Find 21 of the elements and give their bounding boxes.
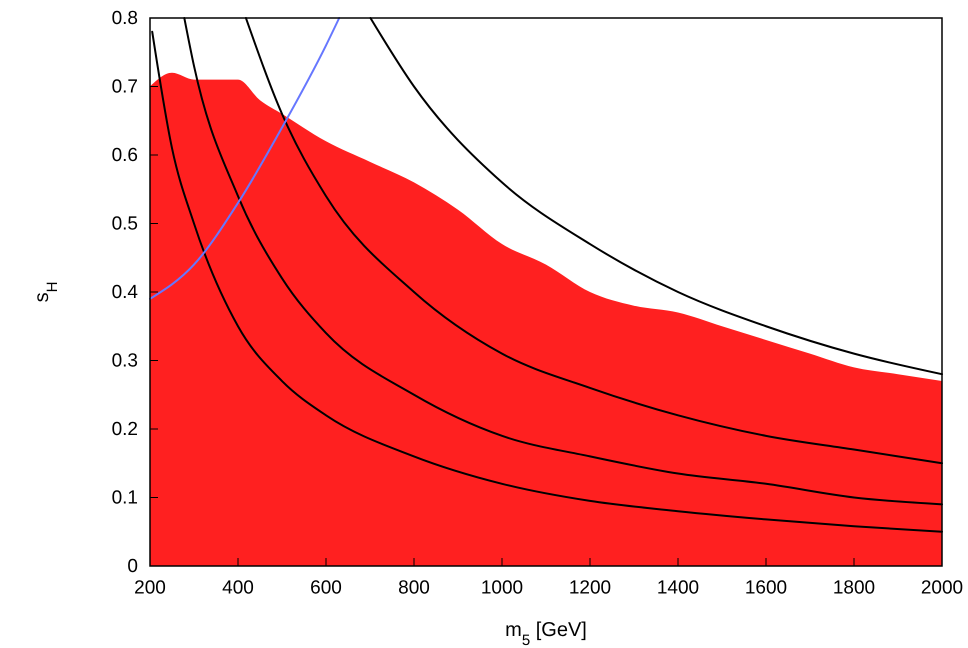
x-tick-label: 2000: [920, 577, 964, 598]
x-tick-label: 1800: [832, 577, 876, 598]
y-tick-label: 0.1: [112, 488, 138, 509]
x-axis-title: m$_{5}$ [GeV]: [505, 619, 587, 648]
x-tick-label: 800: [398, 577, 430, 598]
y-tick-label: 0.6: [112, 145, 138, 166]
y-tick-label: 0: [127, 556, 138, 578]
x-tick-label: 1600: [744, 577, 788, 598]
y-tick-label: 0.2: [112, 419, 138, 440]
y-tick-label: 0.5: [112, 214, 138, 235]
x-tick-label: 400: [222, 577, 254, 598]
line-series: [149, 17, 340, 300]
x-tick-label: 600: [310, 577, 342, 598]
y-tick-label: 0.8: [112, 8, 138, 30]
x-tick-label: 1200: [568, 577, 612, 598]
y-tick-label: 0.4: [112, 282, 138, 304]
y-tick-label: 0.7: [112, 76, 138, 98]
y-tick-label: 0.3: [112, 350, 138, 372]
x-tick-label: 200: [134, 577, 166, 598]
x-tick-label: 1000: [480, 577, 524, 598]
x-tick-label: 1400: [656, 577, 700, 598]
